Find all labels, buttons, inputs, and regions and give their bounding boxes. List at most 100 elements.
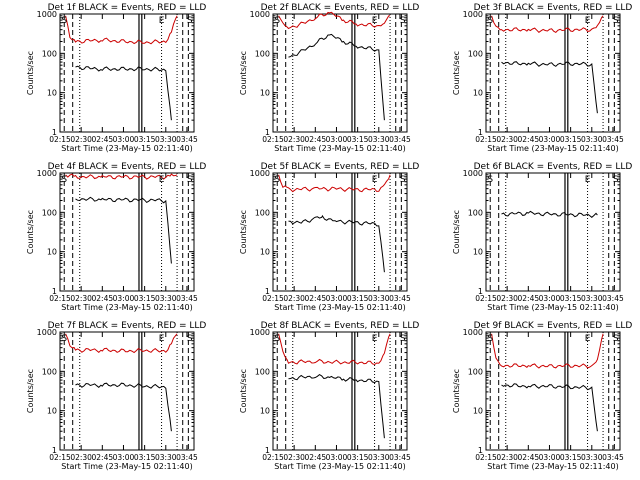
y-tick-label: 10	[473, 407, 483, 416]
x-tick-label: 03:45	[176, 453, 198, 462]
x-axis-label: Start Time (23-May-15 02:11:40)	[61, 144, 192, 153]
x-tick-label: 03:15	[347, 453, 369, 462]
x-tick-label: 02:30	[283, 294, 305, 303]
y-axis-label: Counts/sec	[452, 210, 461, 254]
panel-title: Det 1f BLACK = Events, RED = LLD	[48, 3, 207, 13]
y-axis-label: Counts/sec	[452, 51, 461, 95]
x-tick-label: 02:45	[305, 453, 327, 462]
y-tick-label: 1	[52, 446, 57, 455]
panel-det9f: Det 9f BLACK = Events, RED = LLD 1 10 100 10…	[452, 321, 632, 471]
panel-title: Det 3f BLACK = Events, RED = LLD	[474, 3, 633, 13]
x-tick-label: 02:15	[262, 453, 284, 462]
marker-label: S	[613, 334, 619, 344]
y-tick-label: 100	[255, 367, 270, 376]
x-tick-label: 02:15	[475, 453, 497, 462]
x-tick-label: 02:30	[496, 294, 518, 303]
marker-label: S	[613, 16, 619, 26]
x-tick-label: 02:30	[70, 453, 92, 462]
x-tick-label: 03:15	[560, 453, 582, 462]
plot-frame	[59, 331, 195, 451]
marker-label: S	[400, 16, 406, 26]
plot-frame	[485, 172, 621, 292]
panel-title: Det 5f BLACK = Events, RED = LLD	[261, 162, 420, 172]
plot-frame	[272, 172, 408, 292]
series-line-lld	[65, 15, 178, 45]
x-tick-label: 03:15	[560, 294, 582, 303]
y-tick-label: 100	[255, 208, 270, 217]
panel-det4f: Det 4f BLACK = Events, RED = LLD 1 10 100 10…	[26, 162, 206, 312]
x-axis-label: Start Time (23-May-15 02:11:40)	[274, 303, 405, 312]
x-tick-label: 02:15	[475, 135, 497, 144]
x-tick-label: 03:45	[389, 135, 411, 144]
series-line-events	[288, 33, 385, 121]
series-line-lld	[491, 15, 604, 34]
y-tick-label: 10	[260, 248, 270, 257]
y-tick-label: 1	[265, 287, 270, 296]
series-line-lld	[65, 173, 178, 180]
marker-label: S	[487, 175, 493, 185]
x-tick-label: 03:30	[581, 453, 603, 462]
x-tick-label: 03:15	[134, 294, 156, 303]
y-tick-label: 1000	[463, 328, 483, 337]
x-tick-label: 03:30	[581, 135, 603, 144]
x-axis-label: Start Time (23-May-15 02:11:40)	[274, 462, 405, 471]
marker-label: E	[372, 16, 378, 26]
y-tick-label: 1000	[37, 328, 57, 337]
x-tick-label: 03:15	[560, 135, 582, 144]
x-tick-label: 03:00	[539, 135, 561, 144]
x-axis-label: Start Time (23-May-15 02:11:40)	[487, 303, 618, 312]
marker-label: E	[585, 16, 591, 26]
y-tick-label: 10	[47, 89, 57, 98]
x-tick-label: 03:45	[176, 294, 198, 303]
y-tick-label: 10	[473, 89, 483, 98]
marker-label: S	[400, 334, 406, 344]
marker-label: E	[372, 334, 378, 344]
x-tick-label: 03:45	[602, 294, 624, 303]
y-tick-label: 1000	[37, 10, 57, 19]
x-tick-label: 03:30	[155, 294, 177, 303]
panel-title: Det 7f BLACK = Events, RED = LLD	[48, 321, 207, 331]
marker-label: E	[159, 16, 165, 26]
x-tick-label: 02:30	[283, 453, 305, 462]
marker-label: S	[487, 16, 493, 26]
marker-label: S	[187, 16, 193, 26]
y-tick-label: 1	[52, 128, 57, 137]
panel-title: Det 6f BLACK = Events, RED = LLD	[474, 162, 633, 172]
x-tick-label: 03:00	[539, 294, 561, 303]
series-line-lld	[278, 333, 391, 366]
x-tick-label: 02:45	[92, 453, 114, 462]
x-tick-label: 02:15	[262, 135, 284, 144]
y-axis-label: Counts/sec	[452, 369, 461, 413]
panel-title: Det 8f BLACK = Events, RED = LLD	[261, 321, 420, 331]
x-tick-label: 02:30	[496, 135, 518, 144]
series-line-lld	[278, 174, 391, 193]
y-tick-label: 100	[42, 49, 57, 58]
x-tick-label: 02:45	[92, 135, 114, 144]
x-tick-label: 02:15	[49, 294, 71, 303]
series-line-events	[501, 210, 598, 218]
x-axis-label: Start Time (23-May-15 02:11:40)	[61, 303, 192, 312]
marker-label: S	[274, 334, 280, 344]
y-tick-label: 1000	[463, 169, 483, 178]
series-line-lld	[65, 333, 178, 354]
x-tick-label: 02:30	[70, 135, 92, 144]
x-tick-label: 03:00	[539, 453, 561, 462]
y-axis-label: Counts/sec	[26, 51, 35, 95]
x-tick-label: 03:30	[581, 294, 603, 303]
x-axis-label: Start Time (23-May-15 02:11:40)	[61, 462, 192, 471]
panel-det8f: Det 8f BLACK = Events, RED = LLD 1 10 100 10…	[239, 321, 419, 471]
x-tick-label: 03:30	[368, 135, 390, 144]
y-tick-label: 1000	[250, 328, 270, 337]
panel-det1f: Det 1f BLACK = Events, RED = LLD 1 10 100 10…	[26, 3, 206, 153]
x-tick-label: 03:00	[326, 294, 348, 303]
plot-frame	[272, 331, 408, 451]
y-tick-label: 100	[468, 49, 483, 58]
y-tick-label: 10	[473, 248, 483, 257]
x-tick-label: 03:00	[113, 294, 135, 303]
x-tick-label: 02:30	[70, 294, 92, 303]
marker-label: E	[372, 175, 378, 185]
x-axis-label: Start Time (23-May-15 02:11:40)	[487, 144, 618, 153]
y-tick-label: 10	[47, 248, 57, 257]
y-axis-label: Counts/sec	[239, 210, 248, 254]
x-tick-label: 03:30	[368, 294, 390, 303]
